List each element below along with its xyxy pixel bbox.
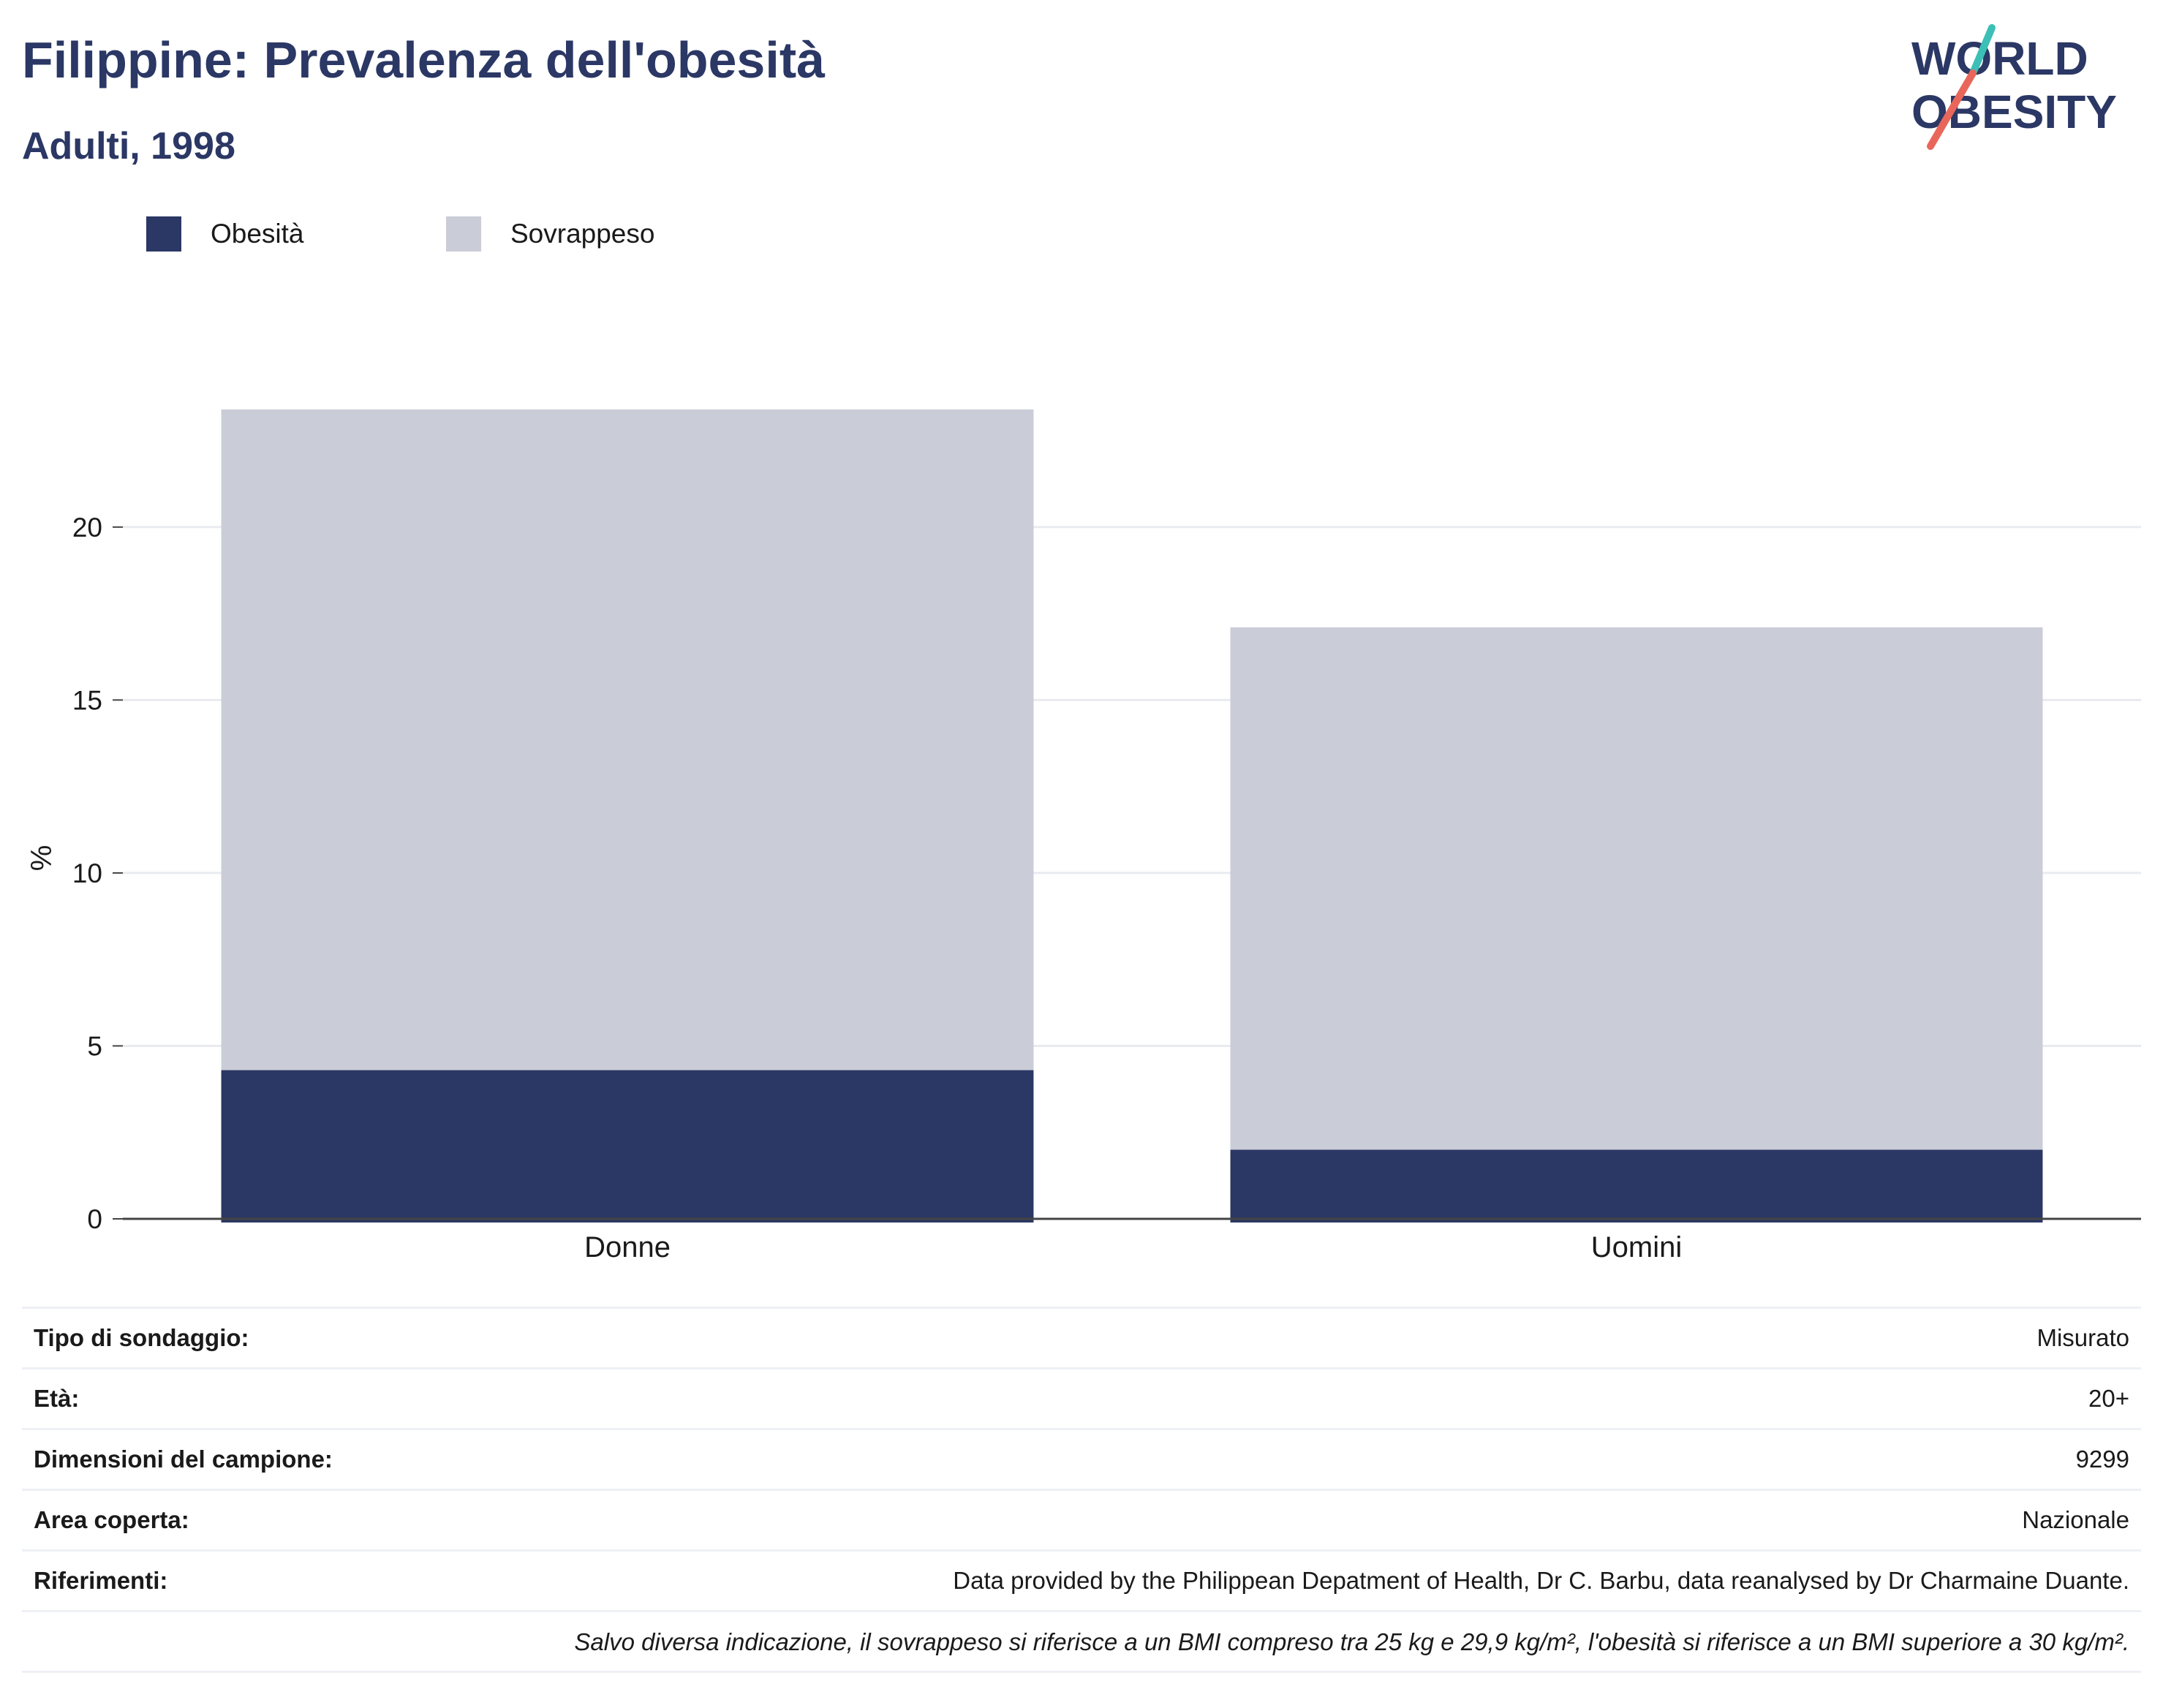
y-tick-label: 20	[72, 513, 102, 543]
page-title: Filippine: Prevalenza dell'obesità	[22, 31, 826, 88]
info-value: Nazionale	[2022, 1506, 2129, 1533]
x-tick-label: Donne	[584, 1231, 671, 1263]
survey-info-table: Tipo di sondaggio: Misurato Età: 20+ Dim…	[22, 1307, 2141, 1673]
legend-swatch-sovrappeso	[446, 216, 481, 252]
y-tick-label: 0	[87, 1204, 102, 1234]
x-tick-label: Uomini	[1591, 1231, 1682, 1263]
legend-item-obesita[interactable]: Obesità	[146, 216, 304, 252]
info-value: 20+	[2088, 1385, 2129, 1412]
info-key: Tipo di sondaggio:	[34, 1324, 249, 1351]
info-row-age: Età: 20+	[22, 1367, 2141, 1428]
logo-stroke-top	[1969, 24, 1996, 77]
bar-obesit--uomini	[1230, 1149, 2043, 1223]
page-subtitle: Adulti, 1998	[22, 125, 235, 167]
info-value: Misurato	[2036, 1324, 2129, 1351]
info-row-survey-type: Tipo di sondaggio: Misurato	[22, 1307, 2141, 1367]
logo-line1: WORLD	[1911, 32, 2088, 85]
info-row-note: Salvo diversa indicazione, il sovrappeso…	[22, 1610, 2141, 1673]
info-row-area: Area coperta: Nazionale	[22, 1489, 2141, 1549]
world-obesity-logo: WORLD OBESITY	[1911, 24, 2117, 150]
info-value: Data provided by the Philippean Depatmen…	[953, 1567, 2129, 1594]
info-key: Riferimenti:	[34, 1567, 168, 1594]
legend-swatch-obesita	[146, 216, 181, 252]
stacked-bar-chart: 0 5 10 15 20% Donne Uomini	[26, 409, 2141, 1263]
legend-item-sovrappeso[interactable]: Sovrappeso	[446, 216, 654, 252]
info-row-sample-size: Dimensioni del campione: 9299	[22, 1428, 2141, 1489]
info-row-references: Riferimenti: Data provided by the Philip…	[22, 1549, 2141, 1610]
logo-line2: OBESITY	[1911, 86, 2117, 138]
info-key: Età:	[34, 1385, 80, 1412]
y-tick-label: 10	[72, 858, 102, 888]
y-tick-label: 5	[87, 1031, 102, 1061]
y-tick-label: 15	[72, 685, 102, 715]
bar-sovrappeso-donne	[221, 409, 1034, 1070]
logo-stroke-bottom	[1927, 69, 1977, 150]
legend-label-obesita: Obesità	[211, 219, 304, 249]
bar-sovrappeso-uomini	[1230, 627, 2043, 1150]
info-value: 9299	[2075, 1446, 2129, 1473]
y-axis-label: %	[26, 845, 58, 872]
info-key: Area coperta:	[34, 1506, 189, 1533]
info-key: Dimensioni del campione:	[34, 1446, 333, 1473]
bmi-definition-note: Salvo diversa indicazione, il sovrappeso…	[574, 1628, 2129, 1655]
legend-label-sovrappeso: Sovrappeso	[510, 219, 655, 249]
bar-obesit--donne	[221, 1070, 1034, 1223]
